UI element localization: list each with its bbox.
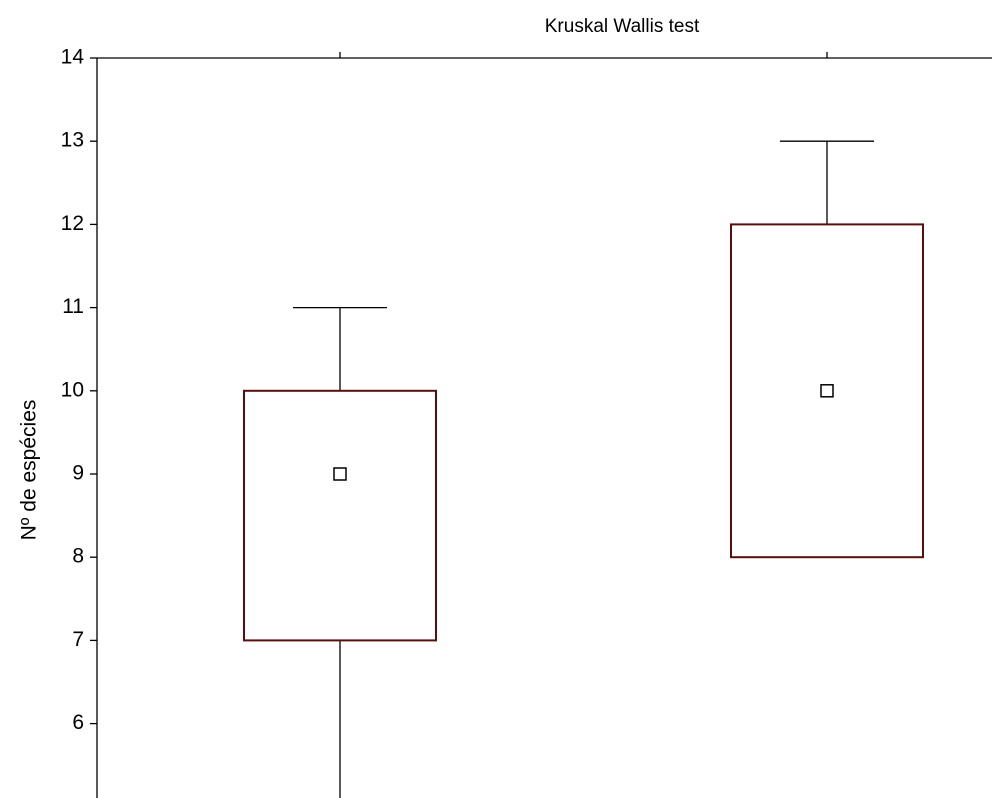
y-tick-label: 10	[61, 378, 84, 401]
box	[243, 389, 437, 642]
y-tick-label: 5	[72, 794, 84, 798]
y-tick-label: 12	[61, 212, 84, 235]
y-tick-label: 7	[72, 628, 84, 651]
median-marker	[820, 384, 834, 398]
y-tick-label: 11	[62, 295, 84, 318]
chart-title: Kruskal Wallis test	[545, 16, 700, 37]
y-tick-label: 14	[61, 46, 85, 69]
median-marker	[333, 467, 347, 481]
y-tick-label: 9	[72, 462, 84, 485]
y-tick-label: 6	[72, 711, 84, 734]
y-tick-label: 8	[72, 545, 84, 568]
y-tick-label: 13	[61, 129, 84, 152]
y-axis-label: Nº de espécies	[18, 400, 41, 541]
